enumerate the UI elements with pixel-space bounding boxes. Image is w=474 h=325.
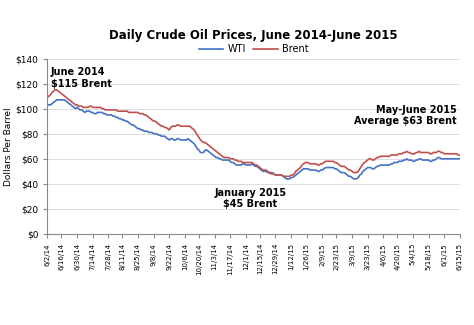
WTI	[299, 168, 305, 172]
WTI	[228, 159, 233, 163]
WTI	[430, 158, 436, 162]
Brent	[435, 149, 441, 153]
Brent	[45, 96, 50, 99]
WTI	[283, 177, 289, 181]
Text: June 2014
$115 Brent: June 2014 $115 Brent	[51, 67, 111, 89]
Brent	[299, 163, 305, 167]
WTI	[54, 98, 60, 102]
WTI	[457, 157, 463, 161]
WTI	[212, 154, 218, 158]
Y-axis label: Dollars Per Barrel: Dollars Per Barrel	[4, 107, 13, 186]
Brent	[281, 175, 286, 178]
Brent	[212, 148, 218, 152]
Title: Daily Crude Oil Prices, June 2014-June 2015: Daily Crude Oil Prices, June 2014-June 2…	[109, 29, 398, 42]
Brent	[430, 150, 436, 154]
Line: Brent: Brent	[47, 90, 460, 176]
Legend: WTI, Brent: WTI, Brent	[195, 41, 312, 58]
Line: WTI: WTI	[47, 100, 460, 179]
WTI	[362, 168, 367, 172]
WTI	[435, 156, 441, 160]
WTI	[45, 103, 50, 107]
Brent	[52, 88, 58, 92]
Brent	[228, 157, 233, 161]
Text: January 2015
$45 Brent: January 2015 $45 Brent	[214, 188, 286, 209]
Text: May-June 2015
Average $63 Brent: May-June 2015 Average $63 Brent	[354, 105, 456, 126]
Brent	[362, 161, 367, 164]
Brent	[457, 153, 463, 157]
